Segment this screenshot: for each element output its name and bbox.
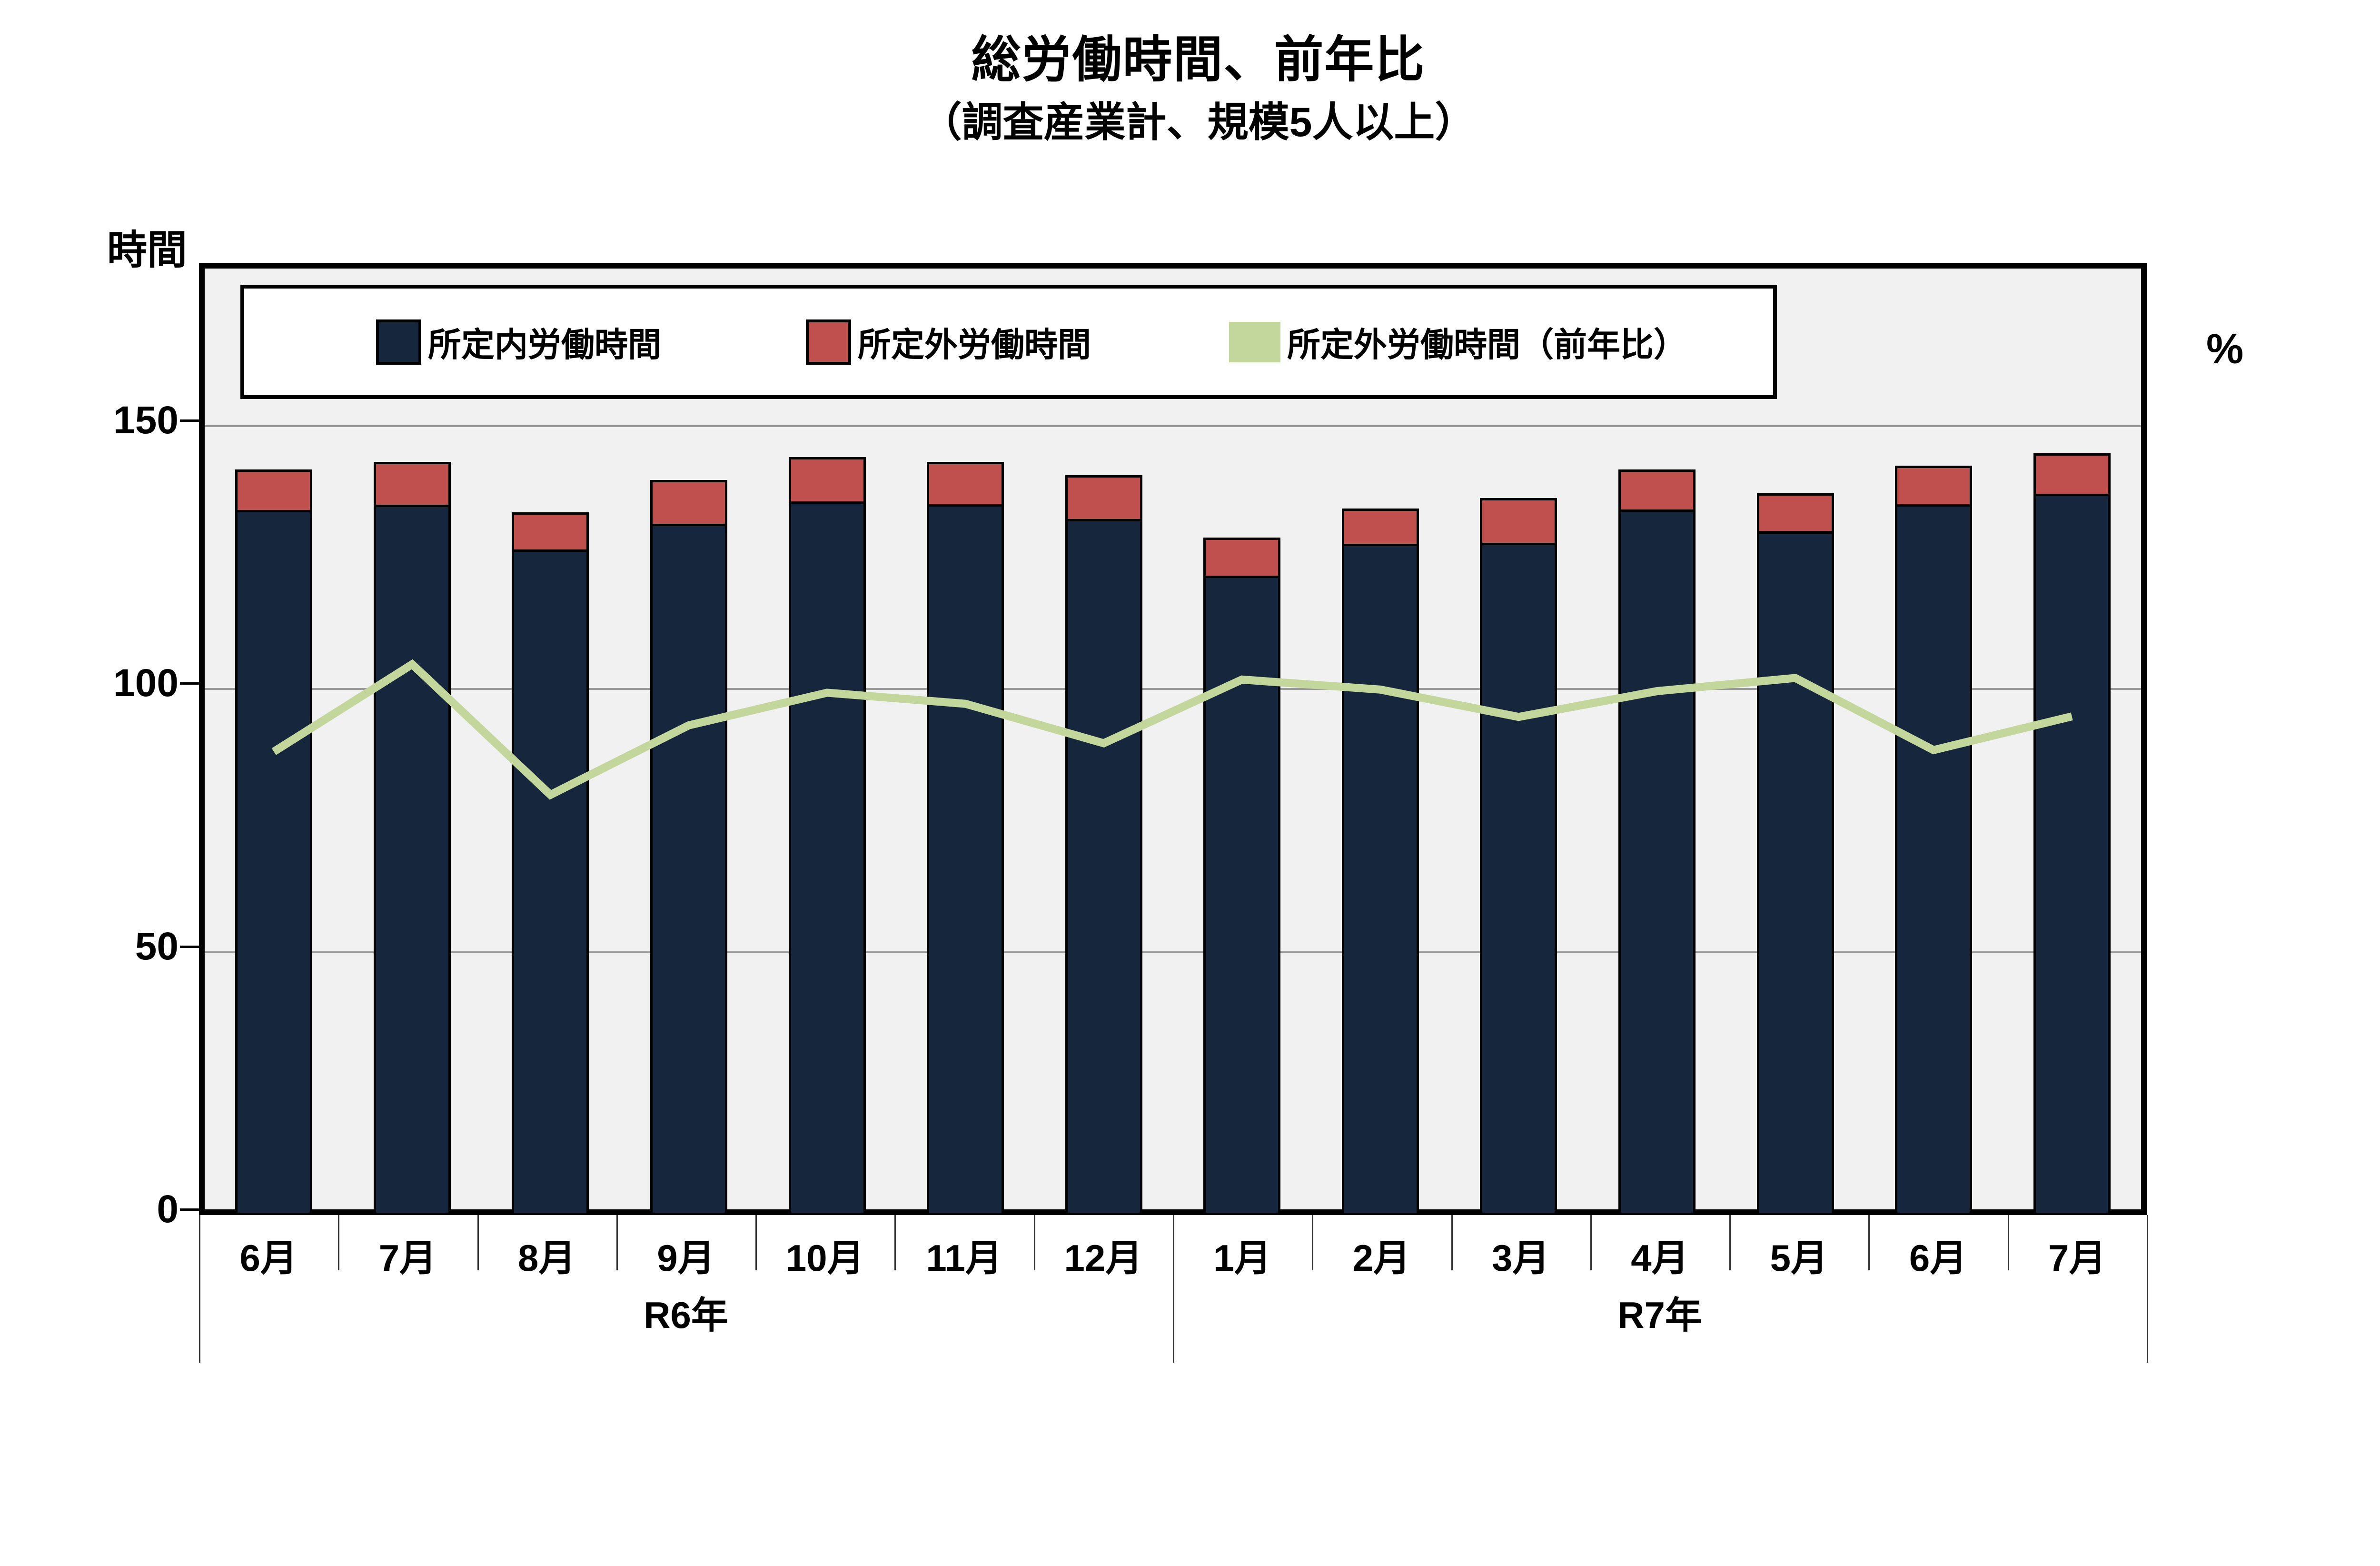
chart-subtitle: （調査産業計、規模5人以上） [921,100,1476,145]
month-separator [2007,1215,2009,1270]
y-tick-100 [180,682,199,685]
bar-scheduled-11月 [927,504,1004,1215]
y-tick-label-150: 150 [113,398,178,442]
legend-item-overtime-yoy: 所定外労働時間（前年比） [1229,289,1687,395]
bar-overtime-12月 [1065,475,1142,522]
month-separator [1729,1215,1731,1270]
bar-overtime-7月 [373,461,451,508]
month-label-6月: 6月 [1909,1237,1967,1279]
month-separator [1451,1215,1453,1270]
y-tick-0 [180,1208,199,1211]
month-separator [1590,1215,1592,1270]
right-axis-unit-label: % [2206,325,2244,372]
month-separator [1868,1215,1870,1270]
gridline-150 [205,425,2141,427]
bar-scheduled-8月 [512,549,589,1215]
y-tick-label-50: 50 [135,924,178,968]
bar-overtime-9月 [650,480,727,527]
chart-title: 総労働時間、前年比 [971,32,1426,88]
bar-scheduled-2月 [1341,544,1419,1215]
legend-label: 所定内労働時間 [428,326,661,363]
month-label-1月: 1月 [1213,1237,1271,1279]
month-separator [894,1215,896,1270]
month-label-3月: 3月 [1492,1237,1550,1279]
bar-overtime-7月 [2033,453,2111,497]
month-label-8月: 8月 [518,1237,576,1279]
month-separator [1312,1215,1314,1270]
bar-overtime-4月 [1618,469,1696,512]
bar-scheduled-7月 [373,505,451,1215]
bar-overtime-1月 [1203,537,1281,579]
month-separator [1033,1215,1035,1270]
plot-area [199,263,2147,1215]
bar-overtime-10月 [788,457,866,504]
bar-scheduled-5月 [1756,531,1834,1215]
month-label-11月: 11月 [926,1237,1002,1279]
month-label-12月: 12月 [1064,1237,1143,1279]
month-separator [616,1215,618,1270]
year-label-R7年: R7年 [1617,1294,1702,1336]
legend-item-scheduled-hours: 所定内労働時間 [376,289,661,395]
month-label-5月: 5月 [1770,1237,1828,1279]
gridline-100 [205,688,2141,690]
month-label-6月: 6月 [239,1237,298,1279]
month-label-9月: 9月 [657,1237,715,1279]
bar-overtime-11月 [927,461,1004,507]
overtime-yoy-line-swatch-icon [1229,321,1280,362]
bar-scheduled-1月 [1203,576,1281,1215]
month-separator [338,1215,340,1270]
bar-scheduled-9月 [650,524,727,1215]
bar-scheduled-7月 [2033,494,2111,1215]
year-separator [199,1215,200,1363]
bar-overtime-6月 [235,469,313,513]
month-label-7月: 7月 [2048,1237,2106,1279]
bar-overtime-8月 [512,512,589,552]
bar-scheduled-10月 [788,501,866,1215]
bar-overtime-2月 [1341,508,1419,547]
legend-label: 所定外労働時間（前年比） [1287,326,1687,363]
bar-overtime-5月 [1756,493,1834,534]
bar-scheduled-4月 [1618,509,1696,1215]
month-separator [755,1215,757,1270]
left-axis-unit-label: 時間 [107,228,188,272]
y-tick-label-0: 0 [157,1187,178,1231]
bar-scheduled-3月 [1480,542,1557,1215]
y-tick-label-100: 100 [113,661,178,705]
bar-scheduled-6月 [1895,504,1973,1215]
scheduled-hours-swatch-icon [376,319,421,365]
month-label-7月: 7月 [378,1237,437,1279]
gridline-50 [205,951,2141,953]
month-label-2月: 2月 [1352,1237,1411,1279]
year-label-R6年: R6年 [644,1294,728,1336]
legend-item-overtime-hours: 所定外労働時間 [806,289,1091,395]
legend-box: 所定内労働時間 所定外労働時間 所定外労働時間（前年比） [240,285,1777,399]
bar-overtime-3月 [1480,498,1557,545]
month-separator [477,1215,479,1270]
year-separator [2147,1215,2148,1363]
year-separator [1173,1215,1174,1363]
y-tick-50 [180,945,199,948]
overtime-hours-swatch-icon [806,319,851,365]
legend-label: 所定外労働時間 [858,326,1091,363]
month-label-10月: 10月 [785,1237,864,1279]
bar-scheduled-12月 [1065,519,1142,1215]
month-label-4月: 4月 [1631,1237,1689,1279]
bar-scheduled-6月 [235,510,313,1215]
y-tick-150 [180,419,199,422]
bar-overtime-6月 [1895,466,1973,507]
